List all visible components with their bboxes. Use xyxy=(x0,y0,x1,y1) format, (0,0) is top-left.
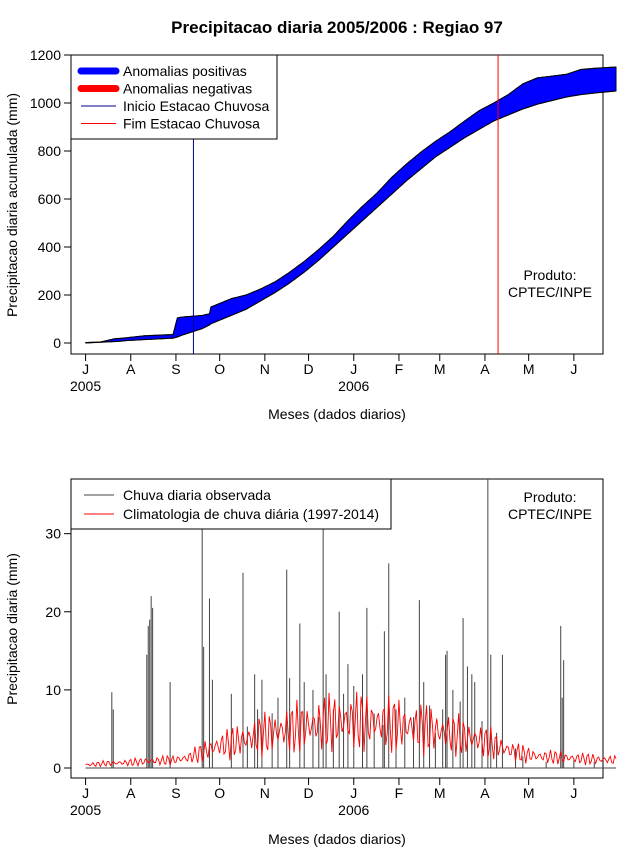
plot1-annotation-line1: Produto: xyxy=(524,267,577,283)
x-tick-label: A xyxy=(126,361,136,377)
x-tick-label: J xyxy=(570,785,577,801)
x-tick-label: J xyxy=(82,361,89,377)
x-tick-label: S xyxy=(171,361,180,377)
plot2-legend-box xyxy=(70,478,392,530)
y-tick-label: 20 xyxy=(45,604,61,620)
x-tick-label: F xyxy=(395,361,404,377)
x-tick-label: O xyxy=(214,361,225,377)
x-year-label: 2006 xyxy=(338,378,369,394)
legend-label: Anomalias positivas xyxy=(123,63,247,79)
x-tick-label: S xyxy=(171,785,180,801)
anomaly-areas xyxy=(85,66,617,344)
climatology-cumulative-line xyxy=(85,90,617,344)
x-tick-label: M xyxy=(434,785,446,801)
x-tick-label: A xyxy=(480,785,490,801)
climatology-daily-line xyxy=(85,691,617,768)
x-tick-label: J xyxy=(350,361,357,377)
x-year-label: 2006 xyxy=(338,802,369,818)
x-tick-label: M xyxy=(523,785,535,801)
observed-daily-bars xyxy=(85,479,617,769)
x-tick-label: J xyxy=(350,785,357,801)
y-tick-label: 400 xyxy=(38,239,62,255)
legend-label: Inicio Estacao Chuvosa xyxy=(123,98,270,114)
x-tick-label: D xyxy=(304,361,314,377)
plot1-frame xyxy=(70,54,604,355)
x-tick-label: A xyxy=(480,361,490,377)
plot1-xlabel: Meses (dados diarios) xyxy=(268,406,406,422)
y-tick-label: 600 xyxy=(38,191,62,207)
plot1-annotation-line2: CPTEC/INPE xyxy=(508,284,592,300)
plot1-ylabel: Precipitacao diaria acumulada (mm) xyxy=(4,93,20,317)
y-tick-label: 0 xyxy=(53,335,61,351)
climatology-line xyxy=(85,691,617,768)
plot1-legend: Anomalias positivas Anomalias negativasIn… xyxy=(70,54,278,140)
plot2-ylabel: Precipitacao diaria (mm) xyxy=(4,553,20,705)
x-year-label: 2005 xyxy=(70,802,101,818)
y-tick-label: 1200 xyxy=(30,47,61,63)
y-tick-label: 0 xyxy=(53,760,61,776)
y-tick-label: 800 xyxy=(38,143,62,159)
plot2-legend: Chuva diaria observada Climatologia de ch… xyxy=(70,478,392,530)
x-tick-label: N xyxy=(260,361,270,377)
x-tick-label: A xyxy=(126,785,136,801)
chart-title: Precipitacao diaria 2005/2006 : Regiao 9… xyxy=(171,18,503,37)
x-tick-label: J xyxy=(570,361,577,377)
legend-label: Chuva diaria observada xyxy=(123,487,271,503)
y-tick-label: 200 xyxy=(38,287,62,303)
x-tick-label: D xyxy=(304,785,314,801)
plot2-annotation-line1: Produto: xyxy=(524,489,577,505)
x-tick-label: M xyxy=(523,361,535,377)
y-tick-label: 1000 xyxy=(30,95,61,111)
legend-label: Climatologia de chuva diária (1997-2014) xyxy=(123,506,379,522)
x-tick-label: F xyxy=(395,785,404,801)
legend-label: Fim Estacao Chuvosa xyxy=(123,116,260,132)
x-tick-label: J xyxy=(82,785,89,801)
plot2-annotation-line2: CPTEC/INPE xyxy=(508,506,592,522)
x-tick-label: M xyxy=(434,361,446,377)
observed-cumulative-line xyxy=(85,66,617,343)
x-year-label: 2005 xyxy=(70,378,101,394)
y-tick-label: 30 xyxy=(45,526,61,542)
x-tick-label: O xyxy=(214,785,225,801)
y-tick-label: 10 xyxy=(45,682,61,698)
x-tick-label: N xyxy=(260,785,270,801)
plot2-xlabel: Meses (dados diarios) xyxy=(268,831,406,847)
legend-label: Anomalias negativas xyxy=(123,81,252,97)
